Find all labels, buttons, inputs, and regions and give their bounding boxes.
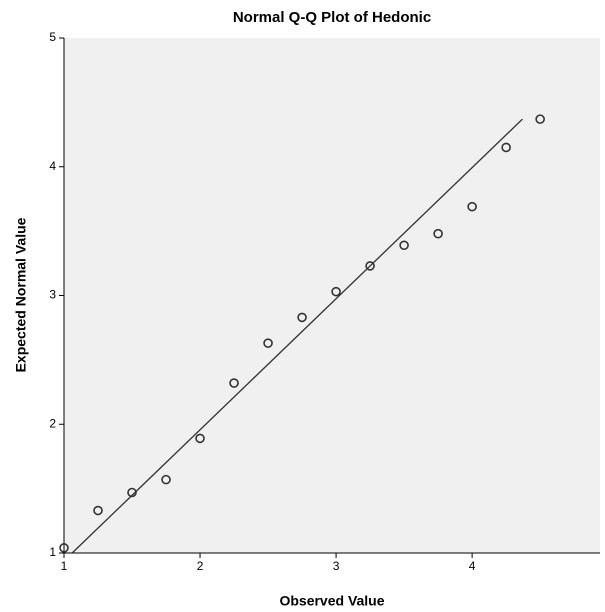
point	[59, 543, 69, 553]
point	[127, 487, 137, 498]
x-tick-label: 3	[333, 559, 340, 573]
plot-area	[64, 38, 600, 553]
point	[161, 474, 171, 485]
y-tick-label: 1	[49, 545, 56, 559]
point	[501, 142, 511, 153]
point	[93, 505, 103, 516]
point	[331, 286, 341, 297]
y-tick-label: 3	[49, 288, 56, 302]
point	[229, 378, 239, 388]
point	[297, 312, 307, 323]
reference-line	[71, 118, 523, 554]
y-tick-label: 2	[49, 416, 56, 430]
point	[195, 433, 205, 444]
point	[365, 261, 375, 271]
x-tick-label: 1	[61, 559, 68, 573]
point	[433, 228, 443, 239]
chart-title: Normal Q-Q Plot of Hedonic	[233, 9, 431, 26]
y-tick-label: 5	[49, 30, 56, 44]
point	[467, 201, 477, 212]
point	[399, 240, 409, 251]
point	[263, 338, 273, 348]
y-tick-label: 4	[49, 159, 56, 173]
x-tick-label: 4	[469, 559, 476, 573]
x-axis-label: Observed Value	[279, 593, 384, 609]
y-axis-label: Expected Normal Value	[13, 217, 29, 372]
point	[535, 114, 545, 124]
x-tick-label: 2	[197, 559, 204, 573]
